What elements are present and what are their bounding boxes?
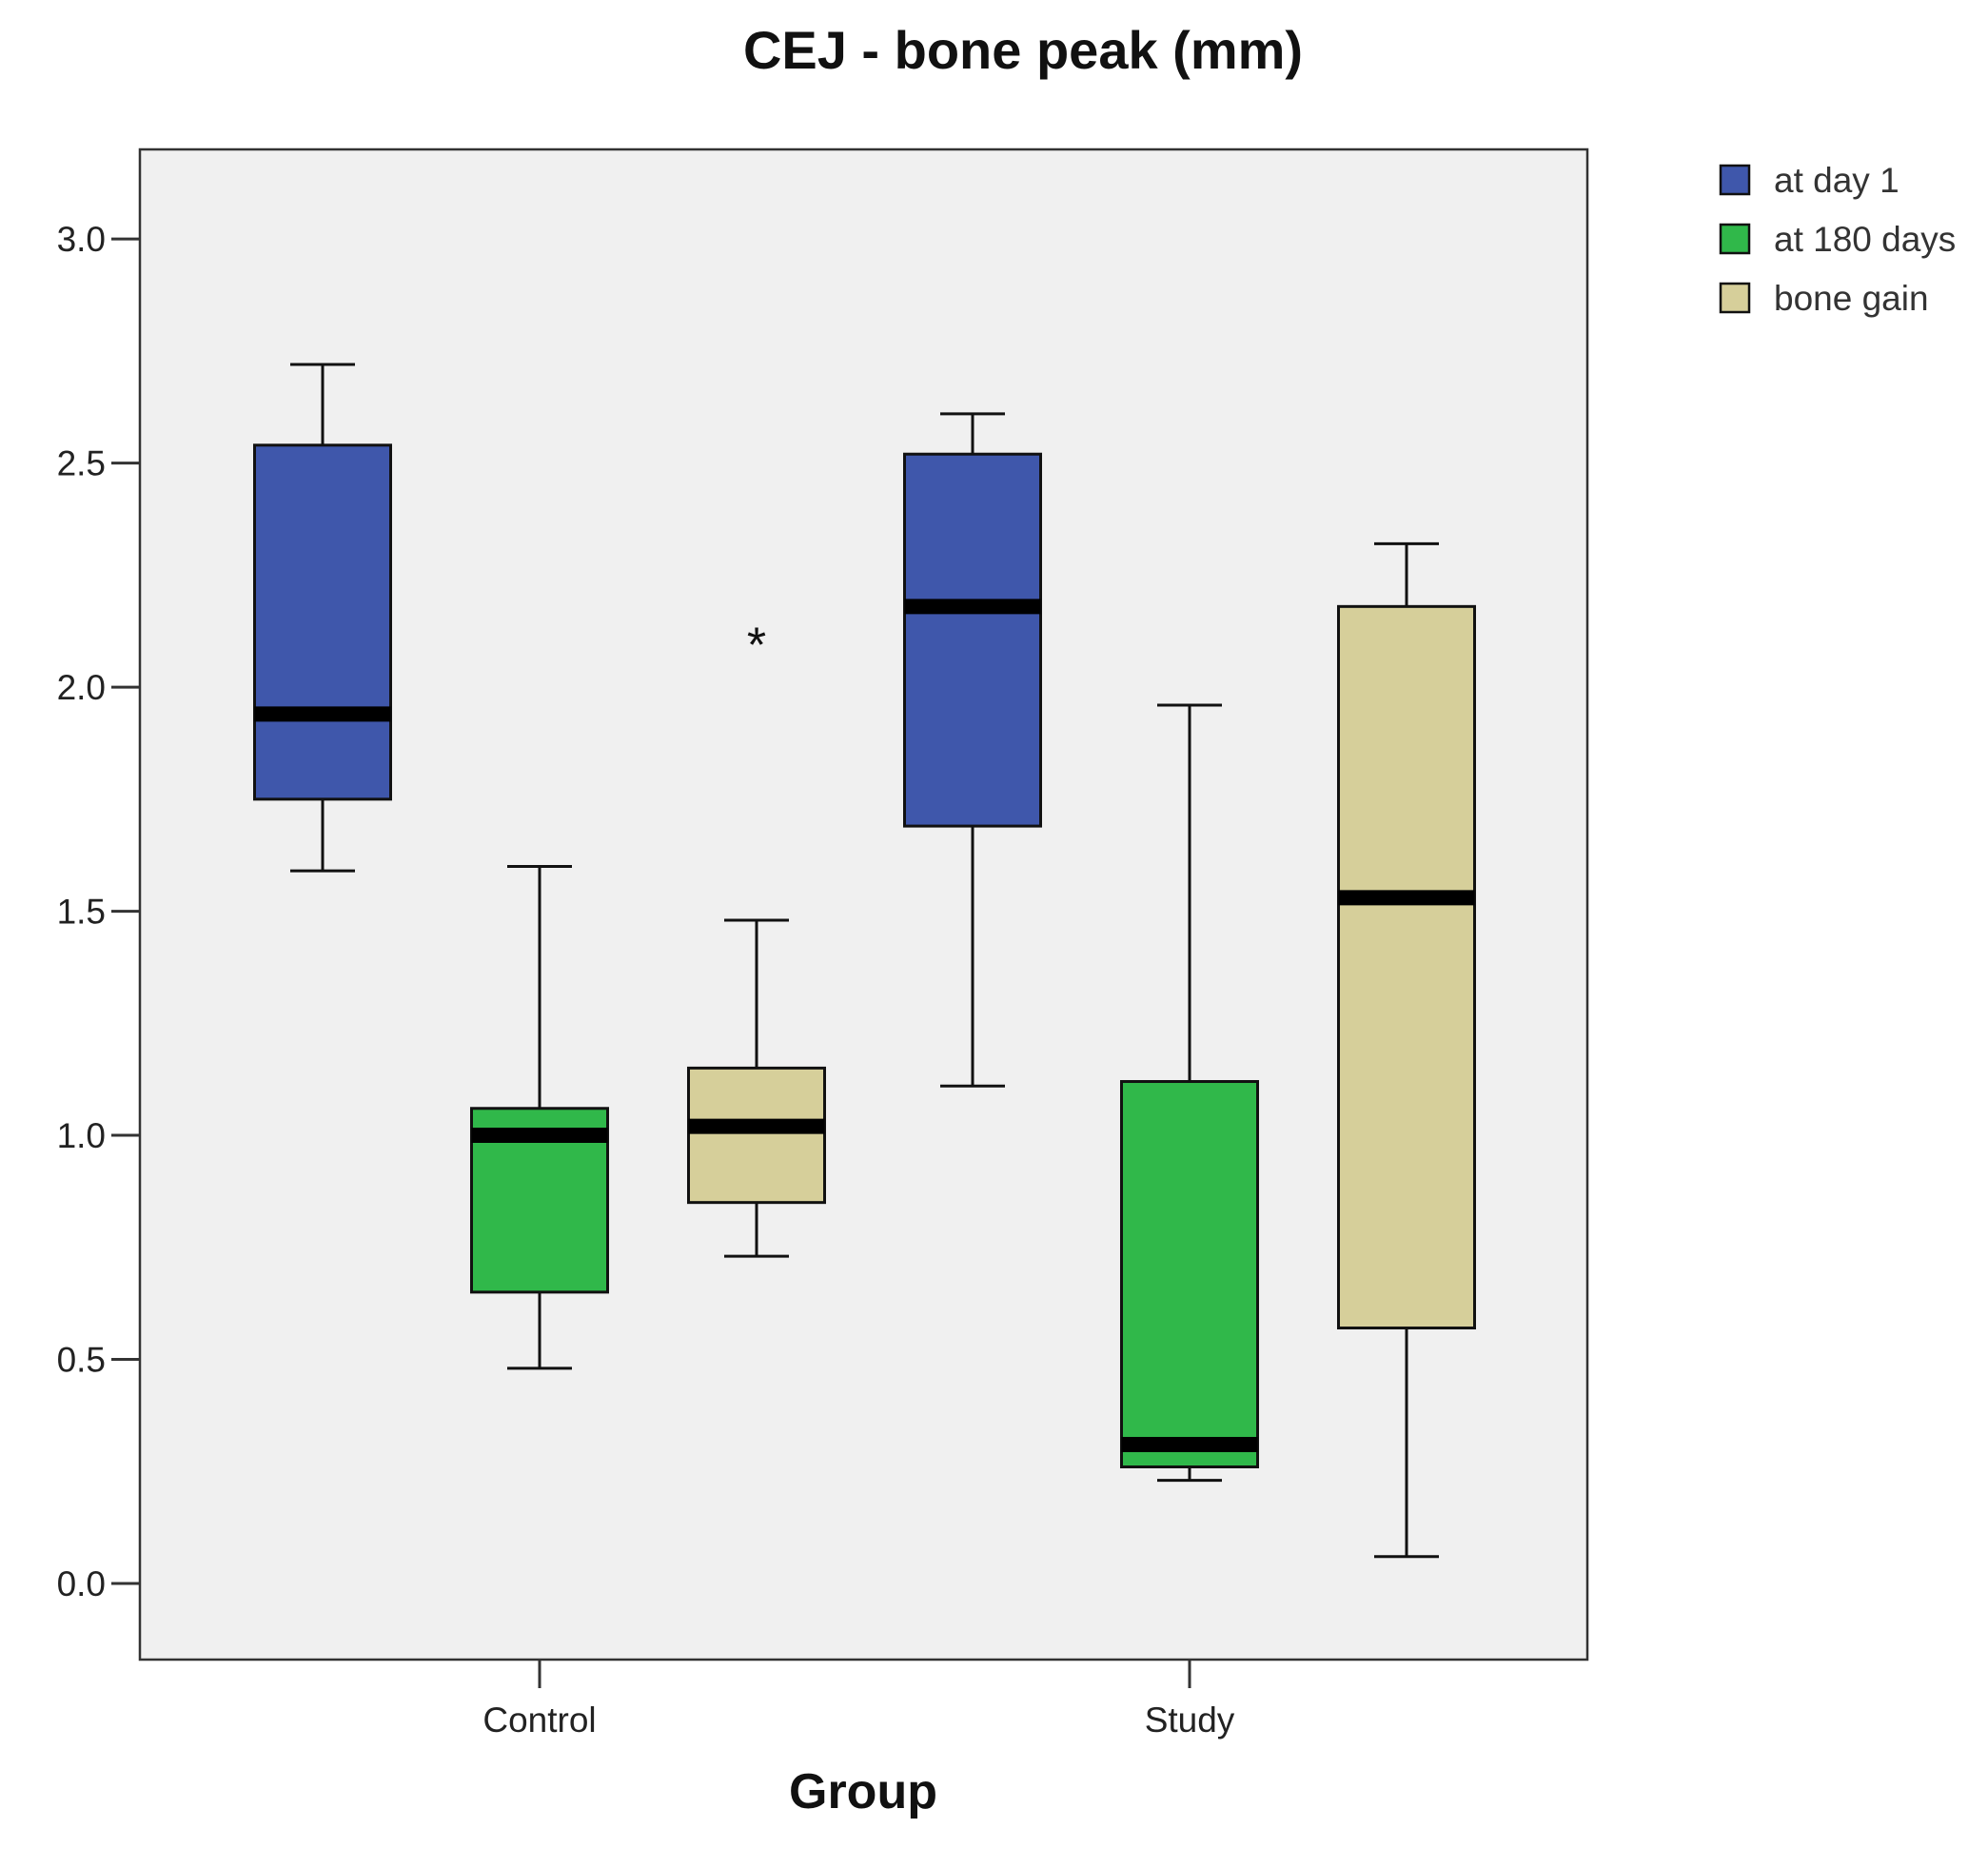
- box-at-180-days-control: [470, 864, 609, 1370]
- outlier-marker: *: [747, 619, 766, 674]
- y-axis: 0.0 0.5 1.0 1.5 2.0 2.5 3.0: [57, 220, 140, 1603]
- x-tick-label: Control: [482, 1701, 596, 1740]
- box-bone-gain-control: *: [687, 619, 826, 1258]
- iqr-box: [903, 452, 1042, 828]
- x-tick-label: Study: [1145, 1701, 1235, 1740]
- legend-swatch: [1719, 223, 1751, 255]
- y-tick-label: 3.0: [57, 220, 106, 259]
- chart-title: CEJ - bone peak (mm): [743, 20, 1303, 80]
- box-at-180-days-study: [1120, 703, 1259, 1483]
- y-tick-label: 0.0: [57, 1564, 106, 1603]
- y-tick-label: 1.0: [57, 1116, 106, 1155]
- y-tick-label: 2.0: [57, 668, 106, 707]
- y-tick-label: 1.5: [57, 893, 106, 932]
- legend-label: at day 1: [1774, 161, 1899, 200]
- legend-swatch: [1719, 282, 1751, 314]
- legend-label: at 180 days: [1774, 220, 1956, 259]
- legend: at day 1 at 180 days bone gain: [1719, 161, 1956, 318]
- iqr-box: [1337, 604, 1476, 1330]
- box-at-day-1-study: [903, 412, 1042, 1088]
- iqr-box: [687, 1066, 826, 1205]
- iqr-box: [1120, 1080, 1259, 1469]
- legend-label: bone gain: [1774, 279, 1929, 318]
- x-axis-title: Group: [789, 1764, 937, 1819]
- y-tick-label: 2.5: [57, 444, 106, 483]
- legend-swatch: [1719, 164, 1751, 196]
- box-group: *: [253, 363, 1476, 1559]
- box-at-day-1-control: [253, 363, 392, 873]
- iqr-box: [253, 443, 392, 801]
- box-bone-gain-study: [1337, 541, 1476, 1559]
- y-tick-label: 0.5: [57, 1340, 106, 1379]
- x-axis: Control Study: [482, 1660, 1235, 1740]
